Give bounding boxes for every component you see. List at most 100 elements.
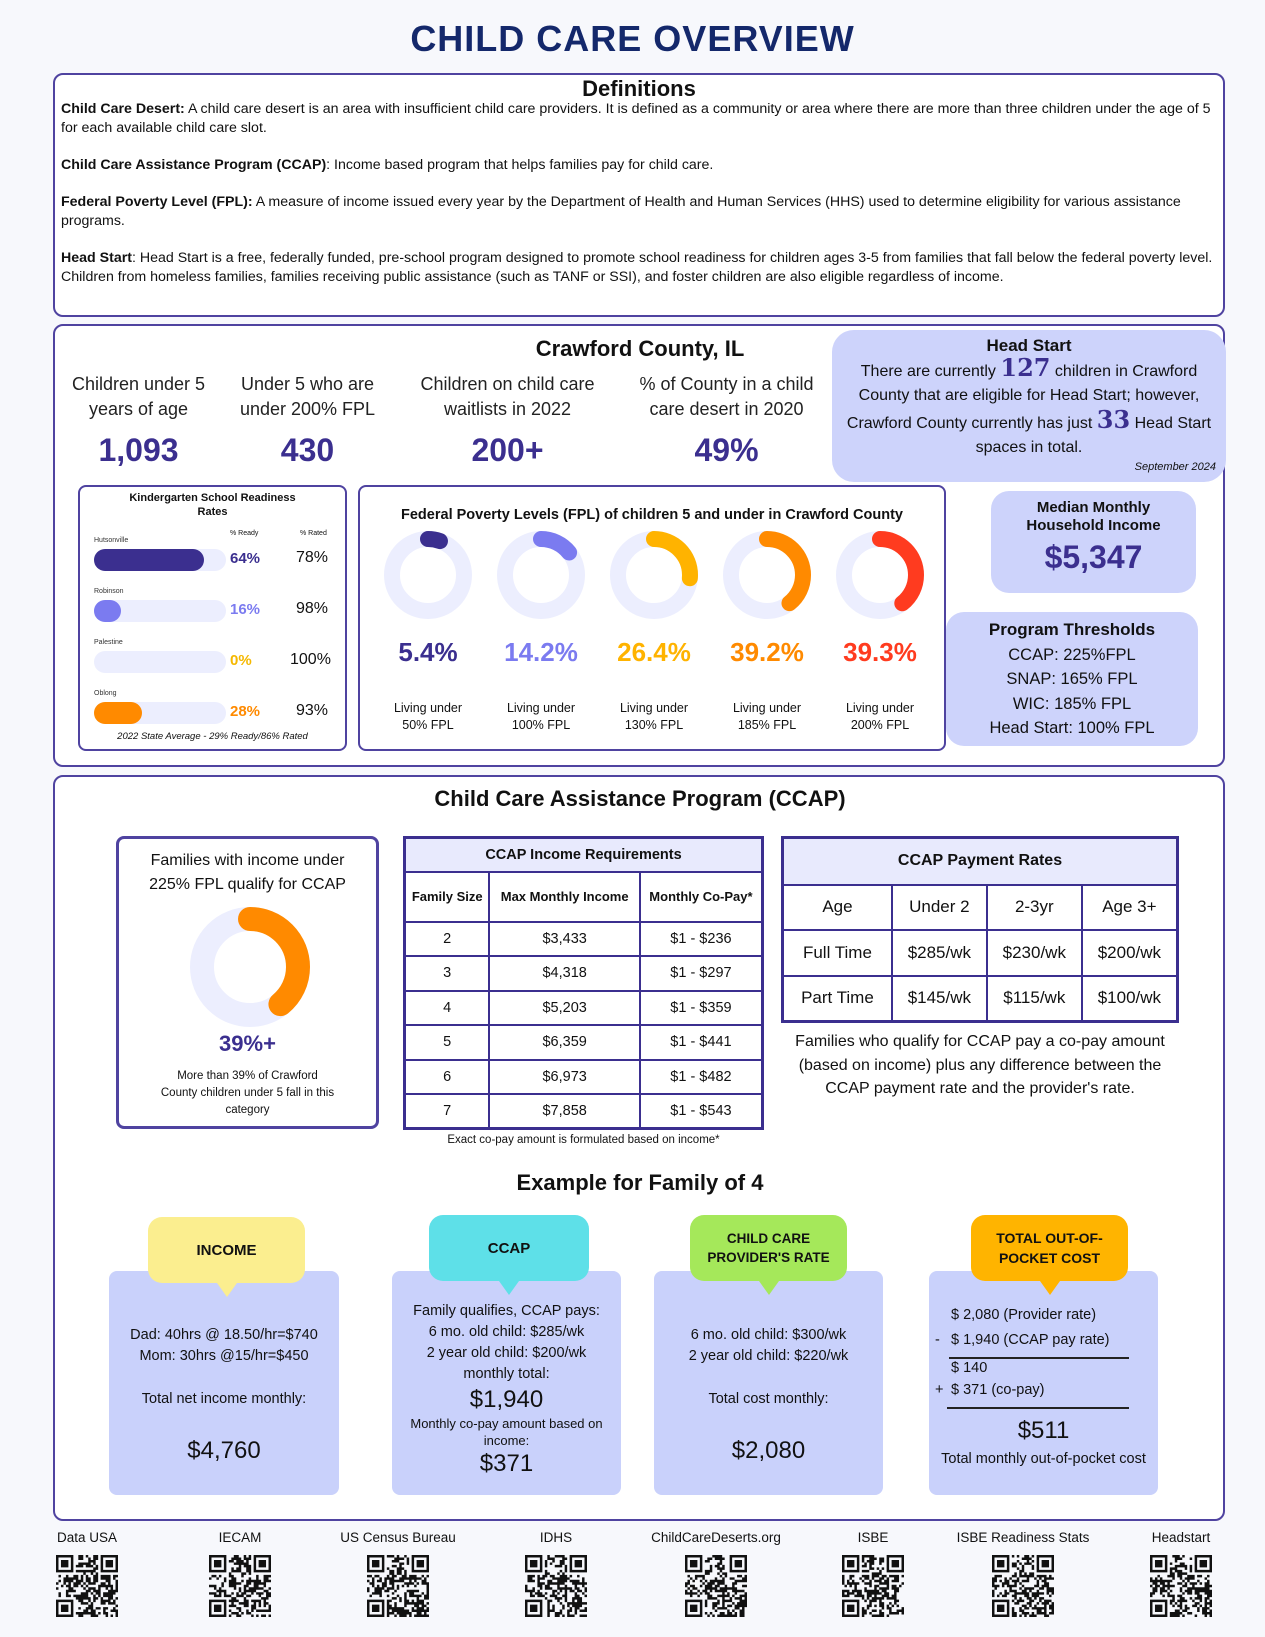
ccap-qualify-panel: Families with income under 225% FPL qual… xyxy=(116,836,379,1129)
stat-value: 200+ xyxy=(471,432,544,468)
stat-label: Children on child care waitlists in 2022 xyxy=(420,374,595,419)
divider xyxy=(949,1357,1129,1359)
table-row: 6 $6,973 $1 - $482 xyxy=(403,1058,764,1095)
definition-item: Head Start: Head Start is a free, federa… xyxy=(61,250,1213,285)
table-cell: $6,973 xyxy=(488,1058,641,1095)
definitions-heading: Definitions xyxy=(582,76,696,101)
donut-track xyxy=(384,531,472,619)
head-start-card: Head Start There are currently 127 child… xyxy=(832,330,1226,482)
fpl-donut xyxy=(497,531,585,619)
provider-bubble: CHILD CARE PROVIDER'S RATE xyxy=(690,1215,847,1295)
median-income-card: Median Monthly Household Income $5,347 xyxy=(991,491,1196,593)
column-header: Age xyxy=(781,883,893,931)
source-link[interactable]: Headstart xyxy=(1151,1530,1211,1545)
fpl-donut xyxy=(723,531,811,619)
source-link[interactable]: IDHS xyxy=(539,1530,573,1545)
divider xyxy=(947,1407,1129,1409)
fpl-value: 39.3% xyxy=(843,637,917,667)
county-heading: Crawford County, IL xyxy=(535,336,745,361)
threshold-item: Head Start: 100% FPL xyxy=(989,719,1155,737)
card-line: $ 140 xyxy=(951,1360,988,1376)
payment-table-heading: CCAP Payment Rates xyxy=(781,836,1179,886)
rated-percent: 100% xyxy=(290,651,331,668)
card-line: $ 1,940 (CCAP pay rate) xyxy=(951,1332,1110,1348)
qr-code[interactable] xyxy=(1150,1555,1212,1617)
head-start-date: September 2024 xyxy=(1134,461,1216,473)
card-line: Mom: 30hrs @15/hr=$450 xyxy=(139,1348,309,1364)
fpl-donut-arc xyxy=(610,531,698,619)
stat-value: 430 xyxy=(280,432,335,468)
rated-percent: 93% xyxy=(296,702,329,719)
qualify-text: Families with income under 225% FPL qual… xyxy=(149,852,346,893)
school-name: Hutsonville xyxy=(94,537,129,544)
source-link[interactable]: ISBE Readiness Stats xyxy=(956,1530,1090,1545)
qr-code[interactable] xyxy=(367,1555,429,1617)
threshold-item: WIC: 185% FPL xyxy=(1012,694,1132,713)
spaces-count: 33 xyxy=(1096,405,1131,434)
card-line: $ 2,080 (Provider rate) xyxy=(951,1307,1097,1323)
table-row: 5 $6,359 $1 - $441 xyxy=(403,1024,764,1061)
table-cell: $1 - $441 xyxy=(638,1024,764,1061)
source-link[interactable]: US Census Bureau xyxy=(340,1530,456,1545)
col-ready: % Ready xyxy=(230,530,259,537)
definition-item: Federal Poverty Level (FPL): A measure o… xyxy=(61,194,1181,229)
table-cell: $145/wk xyxy=(890,974,988,1023)
stat-value: 1,093 xyxy=(98,432,179,468)
table-cell: 2 xyxy=(403,920,491,957)
income-card: Dad: 40hrs @ 18.50/hr=$740 Mom: 30hrs @1… xyxy=(109,1271,339,1495)
minus-operator: - xyxy=(935,1332,940,1348)
readiness-bar-fill xyxy=(94,702,143,724)
table-cell: $200/wk xyxy=(1080,928,1179,977)
income-table-footnote: Exact co-pay amount is formulated based … xyxy=(447,1134,720,1146)
qr-code[interactable] xyxy=(525,1555,587,1617)
fpl-value: 5.4% xyxy=(398,637,458,667)
table-cell: Full Time xyxy=(781,928,893,977)
source-link[interactable]: ChildCareDeserts.org xyxy=(651,1530,781,1545)
source-link[interactable]: ISBE xyxy=(857,1530,889,1545)
fpl-donut-arc xyxy=(497,531,585,619)
column-header: Max Monthly Income xyxy=(488,870,641,923)
qr-code[interactable] xyxy=(842,1555,904,1617)
stat-value: 49% xyxy=(694,432,759,468)
fpl-donut-arc xyxy=(384,531,472,619)
card-line: 6 mo. old child: $285/wk xyxy=(428,1324,585,1340)
table-cell: 4 xyxy=(403,989,491,1026)
table-cell: $1 - $543 xyxy=(638,1093,764,1130)
card-line: Dad: 40hrs @ 18.50/hr=$740 xyxy=(130,1327,318,1343)
source-link[interactable]: IECAM xyxy=(218,1530,262,1545)
table-cell: $3,433 xyxy=(488,920,641,957)
source-link[interactable]: Data USA xyxy=(56,1530,118,1545)
thresholds-card: Program Thresholds CCAP: 225%FPL SNAP: 1… xyxy=(946,612,1198,746)
column-header: Monthly Co-Pay* xyxy=(638,870,764,923)
readiness-bar xyxy=(94,549,226,571)
definition-item: Child Care Assistance Program (CCAP): In… xyxy=(61,157,714,173)
readiness-bar xyxy=(94,600,226,622)
card-line: monthly total: xyxy=(463,1366,550,1382)
school-name: Palestine xyxy=(94,639,123,646)
readiness-bar xyxy=(94,702,226,724)
stat-label: Children under 5 years of age xyxy=(71,374,206,419)
stat-label: Under 5 who are under 200% FPL xyxy=(239,374,376,419)
card-line: 2 year old child: $220/wk xyxy=(688,1348,849,1364)
fpl-panel: Federal Poverty Levels (FPL) of children… xyxy=(358,485,946,751)
qr-code[interactable] xyxy=(56,1555,118,1617)
median-income-value: $5,347 xyxy=(1044,539,1143,575)
qr-code[interactable] xyxy=(685,1555,747,1617)
qr-code[interactable] xyxy=(992,1555,1054,1617)
column-header: Family Size xyxy=(403,870,491,923)
qualify-donut xyxy=(190,907,310,1027)
payment-note: Families who qualify for CCAP pay a co-p… xyxy=(795,1033,1165,1097)
card-copay: $371 xyxy=(479,1450,534,1477)
fpl-donut xyxy=(836,531,924,619)
table-cell: 6 xyxy=(403,1058,491,1095)
definitions-section: Definitions Child Care Desert: A child c… xyxy=(53,73,1225,317)
ccap-payment-table: CCAP Payment Rates Age Under 2 2-3yr Age 3+… xyxy=(781,836,1179,1023)
stat-label: % of County in a child care desert in 20… xyxy=(639,374,814,419)
readiness-bar xyxy=(94,651,226,673)
table-cell: $5,203 xyxy=(488,989,641,1026)
qr-code[interactable] xyxy=(209,1555,271,1617)
card-total: $511 xyxy=(1017,1417,1070,1444)
table-cell: $285/wk xyxy=(890,928,988,977)
fpl-caption: Living under 185% FPL xyxy=(732,701,802,732)
table-row: 3 $4,318 $1 - $297 xyxy=(403,955,764,992)
